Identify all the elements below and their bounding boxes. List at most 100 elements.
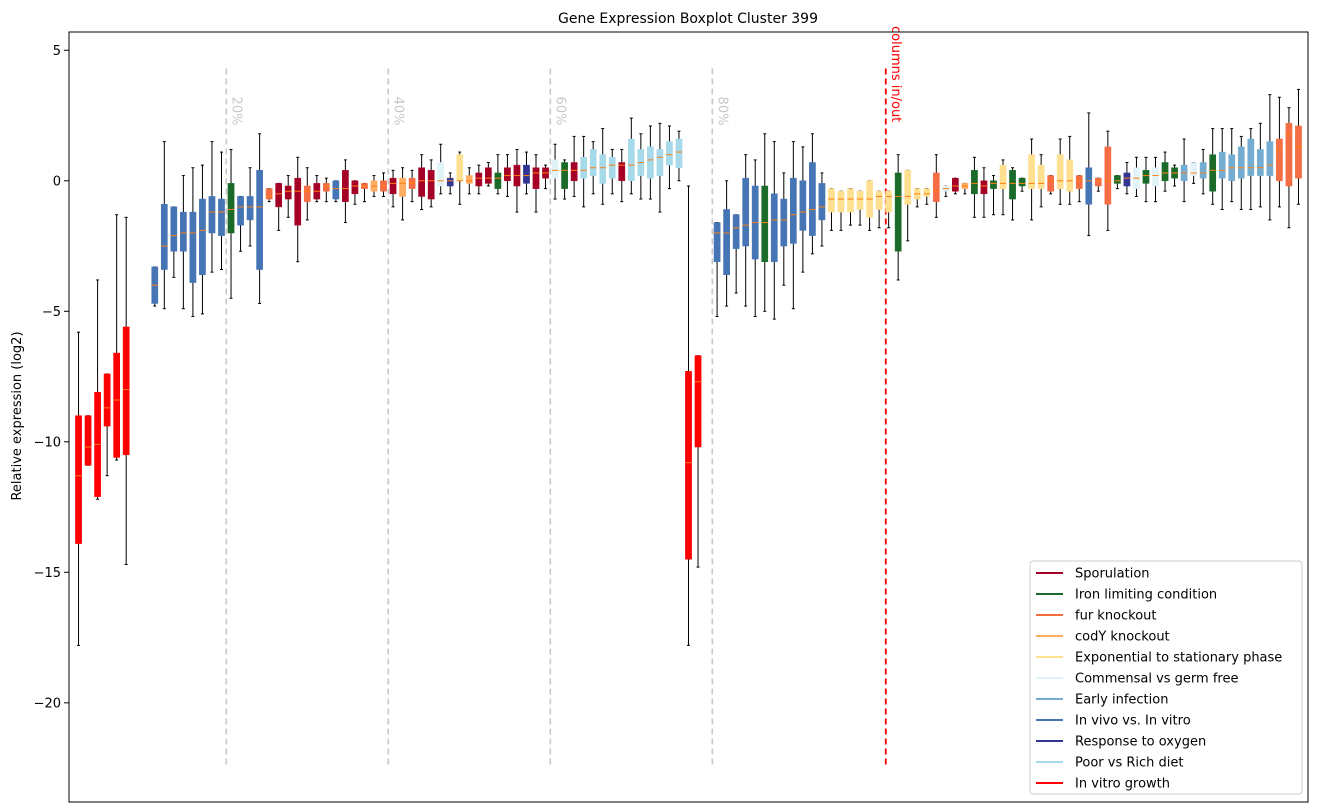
box bbox=[761, 133, 769, 312]
box bbox=[971, 156, 978, 218]
box-body bbox=[199, 198, 206, 275]
percent-marker-label: 40% bbox=[390, 97, 405, 126]
box-body bbox=[904, 170, 912, 205]
box-body bbox=[561, 162, 568, 189]
box bbox=[370, 175, 378, 197]
box bbox=[847, 188, 854, 226]
box-body bbox=[342, 170, 349, 202]
box-body bbox=[732, 214, 740, 249]
box-body bbox=[1142, 170, 1150, 184]
box bbox=[1123, 162, 1131, 195]
box-body bbox=[504, 167, 511, 182]
box-body bbox=[685, 371, 692, 560]
box bbox=[799, 146, 807, 273]
box-body bbox=[1037, 164, 1045, 189]
box bbox=[1247, 128, 1255, 210]
box-body bbox=[847, 188, 854, 213]
box-body bbox=[789, 177, 797, 244]
box bbox=[809, 133, 816, 255]
box-body bbox=[1247, 138, 1255, 176]
box bbox=[742, 154, 750, 307]
box bbox=[913, 188, 921, 208]
box-body bbox=[952, 177, 959, 192]
y-tick-label: 0 bbox=[53, 174, 61, 189]
box-body bbox=[666, 141, 673, 166]
box bbox=[885, 190, 892, 229]
legend-item: Poor vs Rich diet bbox=[1036, 756, 1183, 771]
box-body bbox=[170, 206, 178, 252]
box bbox=[504, 154, 511, 197]
box bbox=[284, 175, 292, 218]
box-body bbox=[742, 177, 750, 247]
box bbox=[84, 415, 92, 466]
box bbox=[1085, 112, 1093, 237]
box bbox=[1133, 156, 1140, 197]
box bbox=[942, 185, 950, 197]
box bbox=[637, 133, 645, 200]
y-axis: 5 0 −5 −10 −15 −20 bbox=[34, 44, 69, 711]
box-body bbox=[256, 170, 263, 270]
box-body bbox=[990, 180, 997, 189]
box-body bbox=[837, 190, 845, 213]
box bbox=[599, 128, 607, 205]
box bbox=[113, 214, 121, 461]
box-body bbox=[1018, 177, 1026, 187]
box bbox=[666, 125, 673, 190]
box-body bbox=[980, 180, 988, 195]
box-body bbox=[971, 170, 978, 195]
y-tick-label: −15 bbox=[34, 566, 61, 581]
box bbox=[570, 135, 578, 197]
box bbox=[1094, 177, 1102, 192]
legend-item: Early infection bbox=[1036, 693, 1168, 708]
box bbox=[1114, 175, 1121, 190]
box-body bbox=[1218, 151, 1226, 179]
legend: Sporulation Iron limiting condition fur kn… bbox=[1029, 560, 1303, 795]
box bbox=[532, 154, 540, 213]
box-body bbox=[1190, 162, 1197, 176]
box-body bbox=[1285, 123, 1293, 187]
box bbox=[389, 169, 397, 208]
box-body bbox=[446, 177, 454, 187]
box bbox=[1028, 138, 1035, 221]
box bbox=[608, 148, 616, 195]
box-body bbox=[1094, 177, 1102, 187]
box-body bbox=[284, 185, 292, 200]
box bbox=[1142, 156, 1150, 203]
box-body bbox=[932, 172, 940, 202]
box-body bbox=[465, 175, 473, 184]
box bbox=[399, 167, 406, 221]
box bbox=[303, 167, 311, 221]
box bbox=[361, 182, 368, 203]
box bbox=[1104, 130, 1112, 231]
box-body bbox=[1009, 170, 1016, 200]
legend-label: fur knockout bbox=[1075, 609, 1157, 624]
percent-marker-label: 20% bbox=[228, 97, 243, 126]
box bbox=[180, 175, 187, 310]
box bbox=[1056, 138, 1064, 205]
box bbox=[1171, 164, 1178, 187]
box-body bbox=[1237, 146, 1245, 179]
box bbox=[751, 159, 759, 318]
legend-item: fur knockout bbox=[1036, 609, 1157, 624]
y-tick-label: −5 bbox=[42, 305, 61, 320]
box-body bbox=[218, 198, 225, 236]
y-tick-label: 5 bbox=[53, 44, 61, 59]
box-body bbox=[1047, 175, 1055, 192]
box-body bbox=[180, 211, 187, 252]
box-body bbox=[694, 355, 702, 448]
box bbox=[351, 180, 359, 205]
box-body bbox=[189, 211, 197, 283]
box bbox=[256, 133, 263, 304]
box bbox=[1018, 177, 1026, 192]
box-body bbox=[723, 209, 730, 275]
box bbox=[122, 216, 130, 565]
box-body bbox=[389, 177, 397, 195]
box bbox=[694, 355, 702, 568]
box bbox=[513, 148, 521, 213]
y-tick-label: −20 bbox=[34, 696, 61, 711]
box bbox=[627, 117, 635, 195]
box-body bbox=[103, 373, 111, 427]
box-body bbox=[122, 326, 130, 456]
box bbox=[1152, 156, 1159, 203]
